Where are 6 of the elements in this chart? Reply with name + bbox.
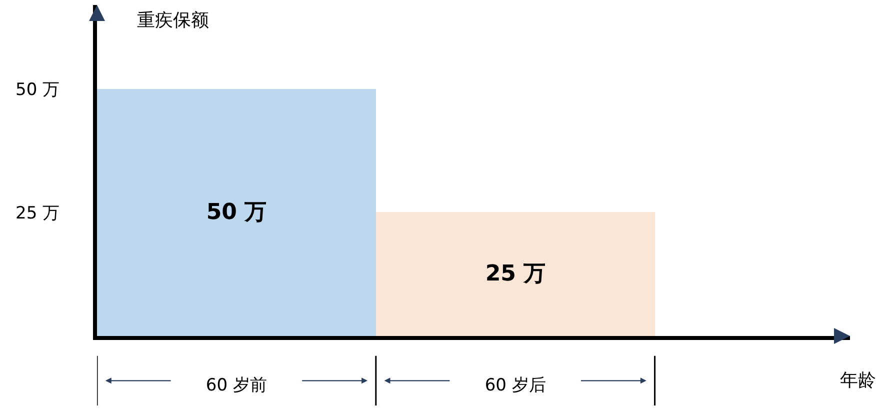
data-label: 50 万 — [206, 200, 267, 225]
x-axis-title: 年龄 — [840, 370, 876, 391]
y-axis-title: 重疾保额 — [137, 10, 209, 31]
data-label: 25 万 — [485, 262, 546, 286]
x-tick-label: 60 岁后 — [484, 375, 546, 396]
x-tick-label: 60 岁前 — [206, 375, 267, 396]
